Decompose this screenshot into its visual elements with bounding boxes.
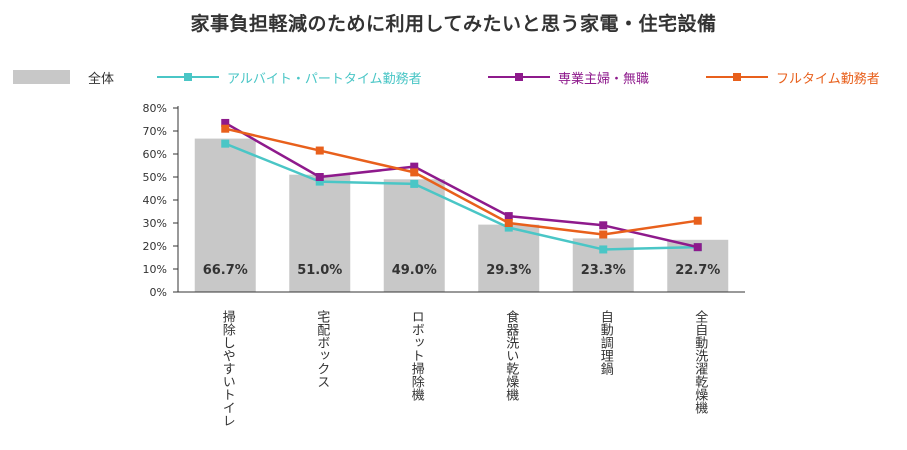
bar — [289, 174, 351, 292]
legend-item-housewife: 専業主婦・無職 — [488, 66, 649, 88]
legend-label-overall: 全体 — [88, 71, 115, 87]
x-category-label: 掃除しやすいトイレ — [220, 309, 236, 427]
y-tick-label: 30% — [143, 217, 167, 230]
series-marker — [315, 173, 324, 181]
y-tick-label: 60% — [143, 148, 167, 161]
series-marker — [410, 168, 419, 177]
y-tick-label: 70% — [143, 125, 167, 138]
y-tick-label: 50% — [143, 171, 167, 184]
x-category-label: 宅配ボックス — [314, 310, 330, 388]
y-tick-label: 80% — [143, 102, 167, 115]
series-marker — [599, 245, 608, 254]
series-marker — [221, 124, 230, 133]
legend-swatch-overall — [13, 70, 70, 84]
series-line — [224, 121, 699, 249]
y-tick-label: 0% — [150, 286, 167, 299]
bar-value-label: 29.3% — [486, 263, 531, 278]
legend-label-housewife: 専業主婦・無職 — [558, 71, 650, 87]
series-marker — [599, 221, 608, 230]
series-marker — [410, 179, 419, 188]
legend-label-full-time: フルタイム勤務者 — [776, 71, 880, 87]
chart-title: 家事負担軽減のために利用してみたいと思う家電・住宅設備 — [190, 13, 717, 35]
bar-value-label: 23.3% — [581, 263, 626, 278]
x-category-label: ロボット掃除機 — [409, 310, 425, 401]
series-marker — [221, 139, 230, 148]
series-marker — [504, 219, 513, 227]
bar-value-label: 22.7% — [675, 263, 720, 278]
series-marker — [315, 177, 324, 186]
y-tick-label: 10% — [143, 263, 167, 276]
legend-swatch-housewife — [488, 70, 550, 84]
legend-label-part-time: アルバイト・パートタイム勤務者 — [227, 71, 422, 87]
series-marker — [693, 243, 702, 252]
bar-value-label: 49.0% — [392, 263, 437, 278]
series-line — [224, 127, 698, 236]
legend-swatch-full-time — [706, 70, 768, 84]
bar — [194, 138, 256, 292]
bar-value-label: 51.0% — [297, 263, 342, 278]
legend-item-part-time: アルバイト・パートタイム勤務者 — [157, 66, 422, 88]
y-tick-label: 20% — [143, 240, 167, 253]
series-marker — [599, 230, 608, 239]
bar-value-label: 66.7% — [203, 263, 248, 278]
legend-item-full-time: フルタイム勤務者 — [706, 66, 880, 88]
bar — [383, 179, 445, 292]
series-marker — [504, 223, 513, 232]
bar — [478, 224, 540, 292]
series-marker — [410, 162, 419, 171]
series-marker — [221, 118, 230, 127]
legend: 全体 アルバイト・パートタイム勤務者 専業主婦・無職 フルタイム勤務者 — [0, 66, 907, 88]
legend-swatch-part-time — [157, 70, 219, 84]
series-marker — [693, 216, 702, 225]
series-line — [224, 142, 698, 251]
x-category-label: 食器洗い乾燥機 — [503, 309, 519, 401]
series-marker — [315, 146, 324, 155]
y-tick-label: 40% — [143, 194, 167, 207]
legend-item-overall: 全体 — [13, 66, 114, 88]
x-category-label: 全自動洗濯乾燥機 — [692, 309, 708, 414]
x-category-label: 自動調理鍋 — [598, 310, 614, 375]
series-marker — [504, 212, 513, 221]
